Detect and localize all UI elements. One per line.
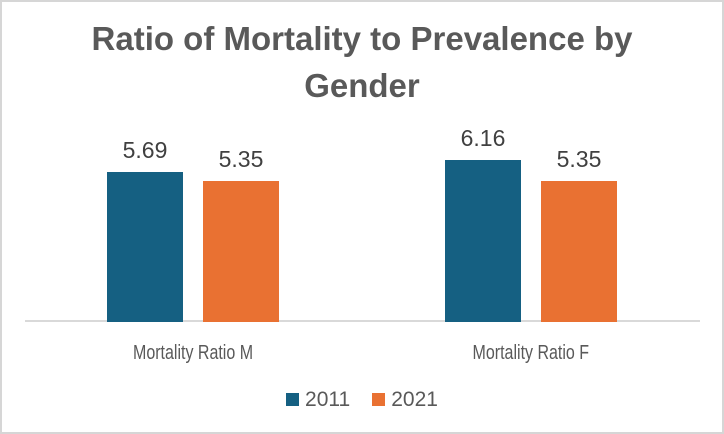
bar-group-mortality-ratio-f: 6.16 5.35 xyxy=(362,125,700,322)
category-label-f-text: Mortality Ratio F xyxy=(472,342,590,364)
category-label-m-text: Mortality Ratio M xyxy=(132,342,254,364)
bar-2011-mortality-ratio-m: 5.69 xyxy=(107,137,183,322)
legend: 2011 2021 xyxy=(2,388,722,411)
bar-2021-mortality-ratio-m: 5.35 xyxy=(203,146,279,322)
legend-label-2011: 2011 xyxy=(305,388,351,411)
legend-swatch-2011-icon xyxy=(286,393,300,406)
bar-group-mortality-ratio-m: 5.69 5.35 xyxy=(24,137,362,322)
legend-swatch-2021-icon xyxy=(372,393,386,406)
data-label-2021-mortality-ratio-m: 5.35 xyxy=(218,146,264,172)
bar-2021-mortality-ratio-f: 5.35 xyxy=(541,146,617,322)
bar-2011-mortality-ratio-f: 6.16 xyxy=(445,125,521,322)
category-label-m: Mortality Ratio M xyxy=(24,342,362,365)
chart-title: Ratio of Mortality to Prevalence by Gend… xyxy=(91,20,633,104)
data-label-2011-mortality-ratio-f: 6.16 xyxy=(460,125,506,151)
category-axis: Mortality Ratio M Mortality Ratio F xyxy=(24,342,700,365)
x-axis-line xyxy=(25,320,700,322)
data-label-2021-mortality-ratio-f: 5.35 xyxy=(556,146,602,172)
legend-item-2021: 2021 xyxy=(372,388,438,411)
category-label-f: Mortality Ratio F xyxy=(362,342,700,365)
legend-item-2011: 2011 xyxy=(286,388,351,411)
legend-label-2021: 2021 xyxy=(391,388,438,411)
data-label-2011-mortality-ratio-m: 5.69 xyxy=(122,137,168,163)
